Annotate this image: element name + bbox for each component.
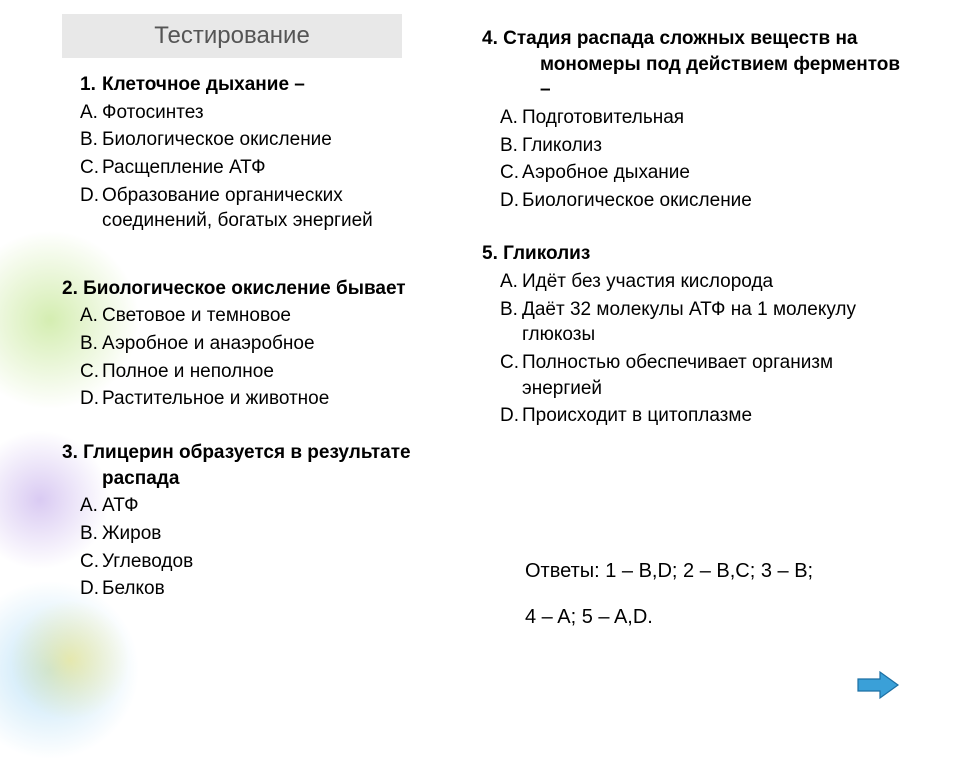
option-letter: B. bbox=[500, 133, 522, 159]
q4-option-b: B.Гликолиз bbox=[482, 133, 912, 159]
option-letter: D. bbox=[80, 183, 102, 209]
q1-option-d: D.Образование органических соединений, б… bbox=[62, 183, 442, 234]
option-letter: A. bbox=[80, 303, 102, 329]
option-letter: C. bbox=[500, 160, 522, 186]
option-text: Подготовительная bbox=[522, 107, 684, 128]
option-letter: B. bbox=[80, 127, 102, 153]
q2-option-d: D.Растительное и животное bbox=[62, 386, 442, 412]
question-4: 4. Стадия распада сложных веществ на мон… bbox=[482, 26, 912, 213]
option-letter: C. bbox=[80, 549, 102, 575]
option-letter: B. bbox=[500, 297, 522, 323]
column-left: 1.Клеточное дыхание – A.Фотосинтез B.Био… bbox=[62, 72, 442, 630]
option-text: Полностью обеспечивает организм энергией bbox=[522, 352, 833, 399]
q3-option-d: D.Белков bbox=[62, 576, 442, 602]
question-3: 3. Глицерин образуется в результате расп… bbox=[62, 440, 442, 602]
option-letter: D. bbox=[80, 576, 102, 602]
option-text: Белков bbox=[102, 578, 165, 599]
q1-option-b: B.Биологическое окисление bbox=[62, 127, 442, 153]
option-letter: A. bbox=[500, 269, 522, 295]
option-text: Расщепление АТФ bbox=[102, 157, 266, 178]
slide-title: Тестирование bbox=[62, 14, 402, 58]
q1-option-a: A.Фотосинтез bbox=[62, 100, 442, 126]
option-letter: A. bbox=[80, 100, 102, 126]
option-text: Идёт без участия кислорода bbox=[522, 271, 773, 292]
option-letter: D. bbox=[500, 188, 522, 214]
option-text: Фотосинтез bbox=[102, 102, 204, 123]
option-text: АТФ bbox=[102, 495, 139, 516]
option-letter: C. bbox=[80, 359, 102, 385]
q1-number: 1. bbox=[80, 72, 102, 98]
option-text: Жиров bbox=[102, 523, 161, 544]
q1-stem: Клеточное дыхание – bbox=[102, 74, 305, 95]
option-letter: C. bbox=[500, 350, 522, 376]
column-right: 4. Стадия распада сложных веществ на мон… bbox=[482, 26, 912, 457]
option-letter: D. bbox=[500, 403, 522, 429]
q5-text: 5. Гликолиз bbox=[482, 241, 912, 267]
q3-option-a: A.АТФ bbox=[62, 493, 442, 519]
option-text: Аэробное и анаэробное bbox=[102, 333, 315, 354]
option-letter: A. bbox=[80, 493, 102, 519]
option-text: Биологическое окисление bbox=[102, 129, 332, 150]
q5-option-a: A.Идёт без участия кислорода bbox=[482, 269, 912, 295]
option-text: Гликолиз bbox=[522, 135, 602, 156]
q3-option-b: B.Жиров bbox=[62, 521, 442, 547]
option-letter: D. bbox=[80, 386, 102, 412]
option-text: Образование органических соединений, бог… bbox=[102, 185, 373, 232]
option-text: Полное и неполное bbox=[102, 361, 274, 382]
option-letter: B. bbox=[80, 331, 102, 357]
q2-option-c: C.Полное и неполное bbox=[62, 359, 442, 385]
q5-option-d: D.Происходит в цитоплазме bbox=[482, 403, 912, 429]
option-text: Растительное и животное bbox=[102, 388, 329, 409]
q2-option-b: B.Аэробное и анаэробное bbox=[62, 331, 442, 357]
option-letter: C. bbox=[80, 155, 102, 181]
q5-option-b: B.Даёт 32 молекулы АТФ на 1 молекулу глю… bbox=[482, 297, 912, 348]
option-text: Углеводов bbox=[102, 551, 193, 572]
q4-option-c: C.Аэробное дыхание bbox=[482, 160, 912, 186]
q4-option-d: D.Биологическое окисление bbox=[482, 188, 912, 214]
q1-option-c: C.Расщепление АТФ bbox=[62, 155, 442, 181]
arrow-right-icon bbox=[856, 670, 900, 700]
option-letter: A. bbox=[500, 105, 522, 131]
question-2: 2. Биологическое окисление бывает A.Свет… bbox=[62, 276, 442, 412]
q4-option-a: A.Подготовительная bbox=[482, 105, 912, 131]
q3-option-c: C.Углеводов bbox=[62, 549, 442, 575]
answers-line-2: 4 – A; 5 – A,D. bbox=[525, 594, 813, 640]
q2-text: 2. Биологическое окисление бывает bbox=[62, 276, 442, 302]
option-text: Световое и темновое bbox=[102, 305, 291, 326]
next-slide-button[interactable] bbox=[856, 670, 900, 700]
question-5: 5. Гликолиз A.Идёт без участия кислорода… bbox=[482, 241, 912, 428]
q3-text: 3. Глицерин образуется в результате расп… bbox=[62, 440, 442, 491]
option-letter: B. bbox=[80, 521, 102, 547]
option-text: Аэробное дыхание bbox=[522, 162, 690, 183]
q1-text: 1.Клеточное дыхание – bbox=[62, 72, 442, 98]
option-text: Происходит в цитоплазме bbox=[522, 405, 752, 426]
q2-option-a: A.Световое и темновое bbox=[62, 303, 442, 329]
option-text: Биологическое окисление bbox=[522, 190, 752, 211]
q5-option-c: C.Полностью обеспечивает организм энерги… bbox=[482, 350, 912, 401]
answers-line-1: Ответы: 1 – B,D; 2 – B,C; 3 – B; bbox=[525, 548, 813, 594]
q4-text: 4. Стадия распада сложных веществ на мон… bbox=[482, 26, 912, 103]
option-text: Даёт 32 молекулы АТФ на 1 молекулу глюко… bbox=[522, 299, 856, 346]
answers-block: Ответы: 1 – B,D; 2 – B,C; 3 – B; 4 – A; … bbox=[525, 548, 813, 640]
question-1: 1.Клеточное дыхание – A.Фотосинтез B.Био… bbox=[62, 72, 442, 234]
